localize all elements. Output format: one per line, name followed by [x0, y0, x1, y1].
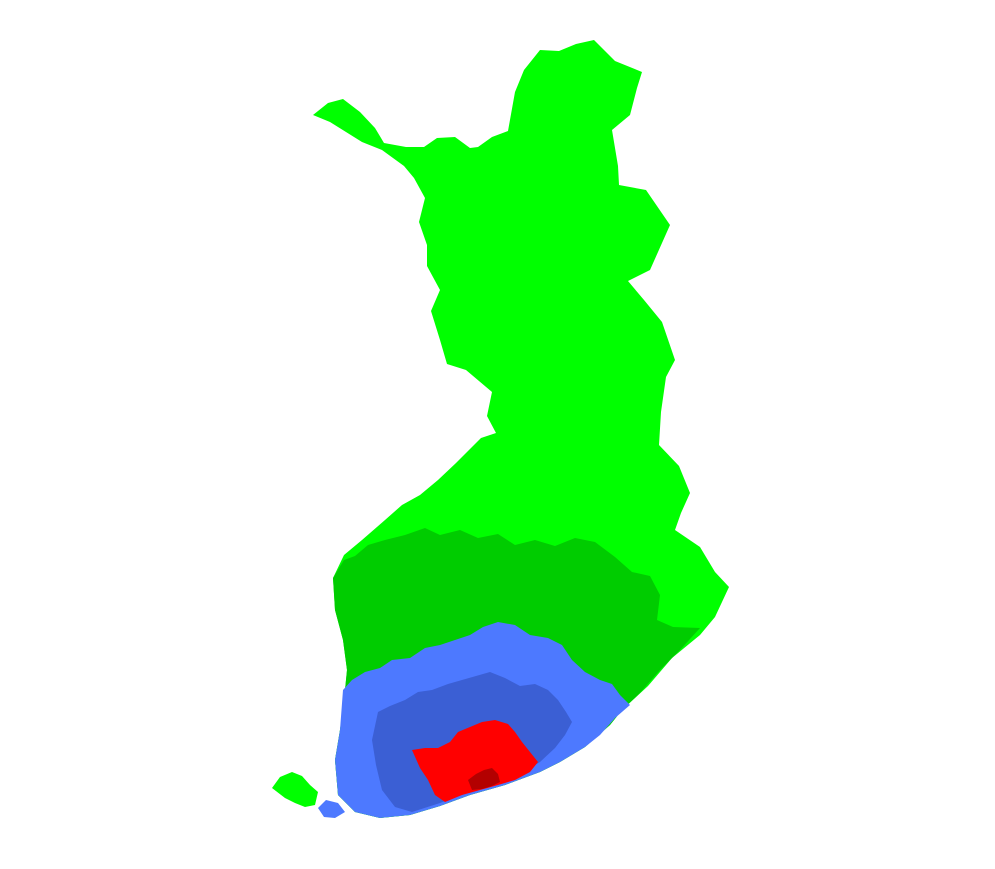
zone-core-region — [468, 768, 500, 790]
zone-outer-islands — [272, 772, 318, 807]
zone-third-islands — [318, 800, 345, 818]
zone-inner-region — [412, 720, 538, 802]
